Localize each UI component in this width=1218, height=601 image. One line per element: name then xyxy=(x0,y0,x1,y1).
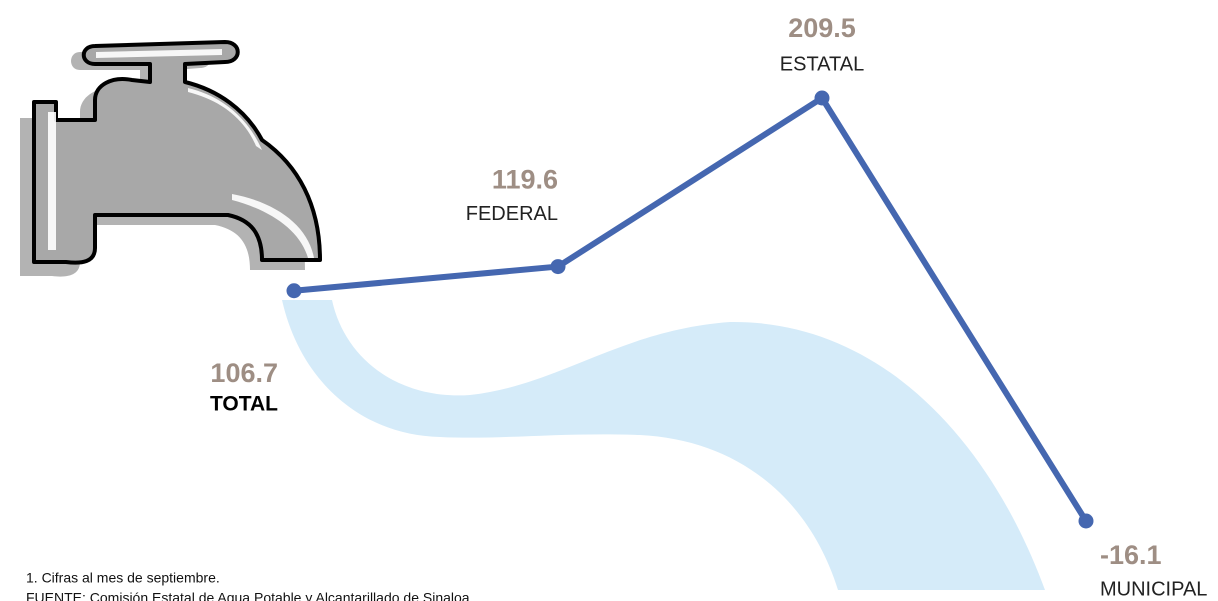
category-label: FEDERAL xyxy=(466,203,558,225)
line xyxy=(291,95,1089,524)
faucet xyxy=(20,40,322,277)
footnote: 1. Cifras al mes de septiembre. xyxy=(26,570,220,586)
category-label: MUNICIPAL xyxy=(1100,578,1207,600)
category-label: TOTAL xyxy=(210,392,278,415)
category-label: ESTATAL xyxy=(780,53,864,75)
value-label: 209.5 xyxy=(788,13,856,43)
point xyxy=(286,283,302,299)
value-label: 106.7 xyxy=(210,358,278,388)
footnote: FUENTE: Comisión Estatal de Agua Potable… xyxy=(26,590,473,601)
point xyxy=(814,90,830,106)
value-label: -16.1 xyxy=(1100,540,1162,570)
value-label: 119.6 xyxy=(492,165,558,195)
point xyxy=(550,259,566,275)
point xyxy=(1078,513,1094,529)
water-stream xyxy=(282,300,1045,590)
